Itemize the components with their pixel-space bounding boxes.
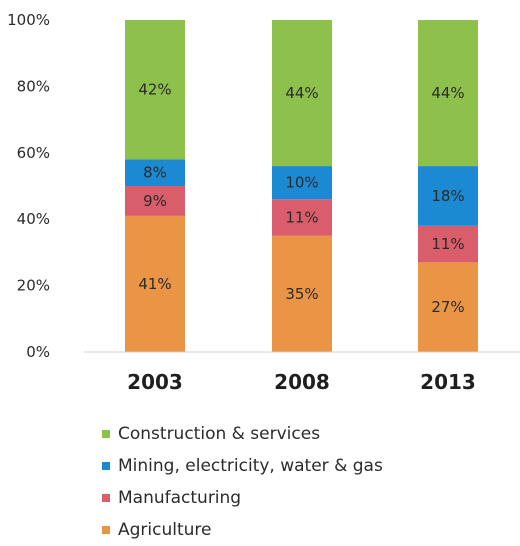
legend-swatch [102, 526, 110, 534]
bar-segment [418, 166, 478, 226]
data-label: 11% [285, 209, 318, 227]
legend-swatch [102, 430, 110, 438]
legend-item: Mining, electricity, water & gas [102, 450, 383, 482]
data-label: 27% [431, 298, 464, 316]
stacked-bar-chart: 0% 20% 40% 60% 80% 100% 41% 9% 8% 42% 35% 11% 10% 44%… [7, 11, 520, 394]
bar-segment [125, 20, 185, 160]
legend-label: Agriculture [118, 520, 212, 540]
x-tick-label: 2003 [127, 370, 183, 394]
y-tick-label: 40% [17, 210, 50, 228]
bar-segment [272, 166, 332, 200]
legend-label: Manufacturing [118, 488, 242, 508]
legend-label: Mining, electricity, water & gas [118, 456, 383, 476]
legend-item: Manufacturing [102, 482, 383, 514]
bar-segment [418, 225, 478, 263]
x-tick-label: 2013 [420, 370, 476, 394]
legend: Construction & services Mining, electrici… [102, 418, 383, 546]
data-label: 44% [431, 84, 464, 102]
bar-segment [272, 235, 332, 352]
data-label: 18% [431, 187, 464, 205]
data-label: 41% [138, 275, 171, 293]
legend-item: Agriculture [102, 514, 383, 546]
bar-segment [272, 20, 332, 167]
data-label: 9% [143, 192, 167, 210]
data-label: 11% [431, 235, 464, 253]
data-label: 35% [285, 285, 318, 303]
data-label: 8% [143, 164, 167, 182]
bar-segment [418, 20, 478, 167]
y-tick-label: 0% [26, 343, 50, 361]
y-tick-label: 100% [7, 11, 50, 29]
legend-swatch [102, 494, 110, 502]
bar-segment [125, 215, 185, 352]
legend-swatch [102, 462, 110, 470]
y-tick-label: 60% [17, 144, 50, 162]
bar-segment [125, 186, 185, 216]
data-label: 44% [285, 84, 318, 102]
x-tick-label: 2008 [274, 370, 330, 394]
legend-item: Construction & services [102, 418, 383, 450]
data-label: 42% [138, 81, 171, 99]
bar-segment [125, 159, 185, 186]
bar-segment [418, 262, 478, 352]
legend-label: Construction & services [118, 424, 321, 444]
bar-segment [272, 199, 332, 236]
y-tick-label: 80% [17, 77, 50, 95]
y-tick-label: 20% [17, 277, 50, 295]
data-label: 10% [285, 174, 318, 192]
